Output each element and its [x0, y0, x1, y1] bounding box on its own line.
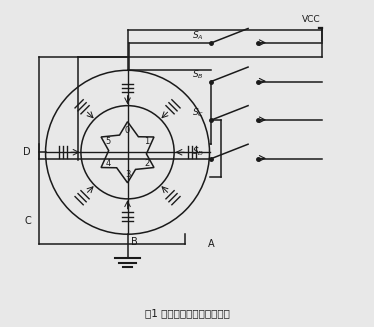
Text: $S_A$: $S_A$ [193, 30, 204, 42]
Text: C: C [24, 216, 31, 226]
Text: $S_B$: $S_B$ [192, 68, 204, 81]
Text: D: D [24, 147, 31, 157]
Text: 4: 4 [106, 159, 111, 168]
Text: 图1 四相步进电机步进示意图: 图1 四相步进电机步进示意图 [145, 308, 229, 318]
Text: B: B [131, 237, 138, 248]
Text: $S_D$: $S_D$ [192, 146, 205, 158]
Text: A: A [208, 239, 215, 249]
Text: $S_C$: $S_C$ [192, 107, 204, 119]
Text: 0: 0 [125, 126, 130, 135]
Text: 3: 3 [125, 170, 130, 179]
Text: 2: 2 [144, 159, 149, 168]
Text: 1: 1 [144, 137, 149, 146]
Text: VCC: VCC [301, 15, 320, 24]
Text: 5: 5 [106, 137, 111, 146]
